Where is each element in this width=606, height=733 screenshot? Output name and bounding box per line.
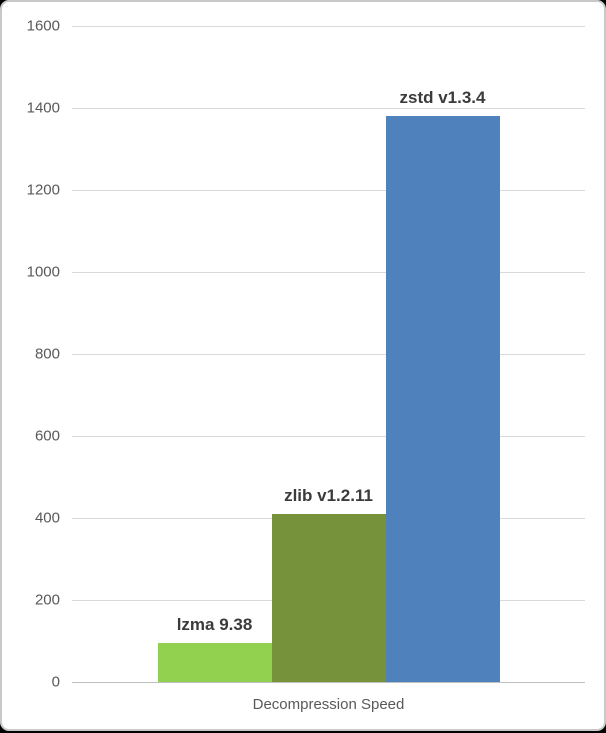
y-axis-tick-label: 200 xyxy=(34,591,60,609)
y-axis-tick-label: 600 xyxy=(34,427,60,445)
bar-data-label: lzma 9.38 xyxy=(176,615,253,635)
x-axis-title: Decompression Speed xyxy=(252,696,405,713)
bar-lzma xyxy=(157,643,272,682)
y-axis: 1600 1400 1200 1000 800 600 400 200 0 xyxy=(2,18,60,691)
gridline xyxy=(72,272,585,273)
bar-data-label: zlib v1.2.11 xyxy=(284,485,373,505)
bar-column-zlib: zlib v1.2.11 xyxy=(271,26,386,682)
gridline xyxy=(72,354,585,355)
bar-column-lzma: lzma 9.38 xyxy=(157,26,272,682)
gridline xyxy=(72,190,585,191)
y-axis-tick-label: 1000 xyxy=(26,263,60,281)
gridline xyxy=(72,108,585,109)
bar-zstd xyxy=(385,116,500,682)
y-axis-tick-label: 1600 xyxy=(26,17,60,35)
bar-zlib xyxy=(271,513,386,682)
y-axis-tick-label: 400 xyxy=(34,509,60,527)
y-axis-tick-label: 0 xyxy=(51,673,60,691)
bars-group: lzma 9.38 zlib v1.2.11 zstd v1.3.4 xyxy=(72,26,585,682)
gridline xyxy=(72,26,585,27)
bar-column-zstd: zstd v1.3.4 xyxy=(385,26,500,682)
x-axis-line xyxy=(72,682,585,683)
gridline xyxy=(72,436,585,437)
y-axis-tick-label: 800 xyxy=(34,345,60,363)
bar-data-label: zstd v1.3.4 xyxy=(399,88,486,108)
y-axis-tick-label: 1400 xyxy=(26,99,60,117)
y-axis-tick-label: 1200 xyxy=(26,181,60,199)
plot-area: lzma 9.38 zlib v1.2.11 zstd v1.3.4 xyxy=(72,26,585,683)
